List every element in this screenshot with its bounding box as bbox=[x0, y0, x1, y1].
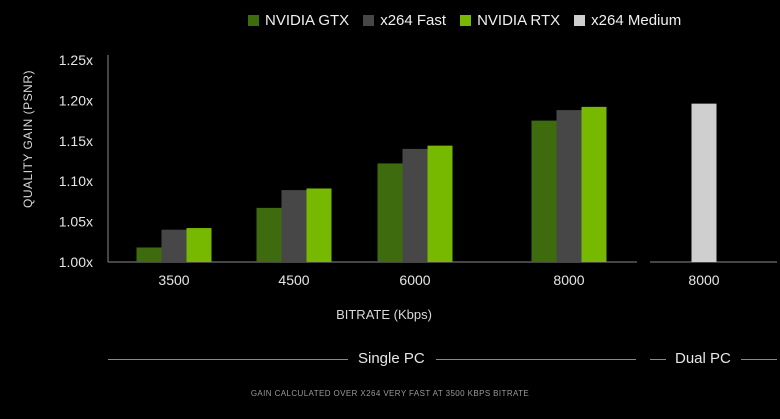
legend-swatch-nvidia-rtx bbox=[460, 15, 472, 26]
footnote: GAIN CALCULATED OVER X264 VERY FAST AT 3… bbox=[250, 389, 530, 398]
x-tick-label: 6000 bbox=[399, 272, 430, 288]
single-pc-line-right bbox=[436, 359, 636, 360]
bar-x264-fast-3500 bbox=[161, 229, 187, 262]
legend-label-nvidia-rtx: NVIDIA RTX bbox=[477, 12, 561, 29]
group-label-dual-pc: Dual PC bbox=[669, 350, 737, 367]
x-axis-label-wrap: BITRATE (Kbps) bbox=[0, 307, 780, 322]
legend-swatch-nvidia-gtx bbox=[248, 15, 259, 26]
bar-nvidia-gtx-3500 bbox=[136, 247, 162, 262]
legend-label-x264-medium: x264 Medium bbox=[591, 12, 682, 29]
single-pc-line-left bbox=[108, 359, 348, 360]
bar-x264-fast-6000 bbox=[402, 148, 428, 262]
bar-nvidia-rtx-4500 bbox=[306, 188, 332, 262]
bar-nvidia-gtx-4500 bbox=[256, 207, 282, 262]
y-tick-label: 1.25x bbox=[59, 52, 93, 68]
legend-label-x264-fast: x264 Fast bbox=[380, 12, 447, 29]
bar-x264-fast-8000 bbox=[556, 110, 582, 262]
bar-x264-fast-4500 bbox=[281, 190, 307, 262]
legend-label-nvidia-gtx: NVIDIA GTX bbox=[265, 12, 350, 29]
legend-swatch-x264-fast bbox=[363, 15, 375, 26]
y-tick-label: 1.15x bbox=[59, 133, 93, 149]
legend-item-nvidia-rtx: NVIDIA RTX bbox=[460, 12, 560, 29]
bar-x264-medium-8000 bbox=[691, 103, 717, 262]
legend-item-x264-medium: x264 Medium bbox=[574, 12, 681, 29]
bar-nvidia-gtx-8000 bbox=[531, 120, 557, 262]
y-axis-label: QUALITY GAIN (PSNR) bbox=[21, 70, 35, 208]
bar-nvidia-rtx-6000 bbox=[427, 145, 453, 262]
y-tick-label: 1.20x bbox=[59, 92, 93, 108]
dual-pc-line-right bbox=[741, 359, 777, 360]
x-axis-label: BITRATE (Kbps) bbox=[336, 307, 432, 322]
bar-nvidia-gtx-6000 bbox=[377, 163, 403, 262]
y-tick-label: 1.10x bbox=[59, 173, 93, 189]
x-tick-label: 8000 bbox=[553, 272, 584, 288]
x-tick-label: 4500 bbox=[278, 272, 309, 288]
x-tick-label: 3500 bbox=[158, 272, 189, 288]
group-label-single-pc: Single PC bbox=[352, 350, 431, 367]
dual-pc-line-left bbox=[650, 359, 666, 360]
y-tick-label: 1.00x bbox=[59, 254, 93, 270]
bar-nvidia-rtx-3500 bbox=[186, 228, 212, 262]
bar-nvidia-rtx-8000 bbox=[581, 106, 607, 262]
legend-item-nvidia-gtx: NVIDIA GTX bbox=[248, 12, 349, 29]
x-tick-label: 8000 bbox=[688, 272, 719, 288]
y-tick-label: 1.05x bbox=[59, 214, 93, 230]
legend-swatch-x264-medium bbox=[574, 15, 586, 26]
legend: NVIDIA GTX x264 Fast NVIDIA RTX x264 Med… bbox=[248, 12, 681, 29]
legend-item-x264-fast: x264 Fast bbox=[363, 12, 446, 29]
